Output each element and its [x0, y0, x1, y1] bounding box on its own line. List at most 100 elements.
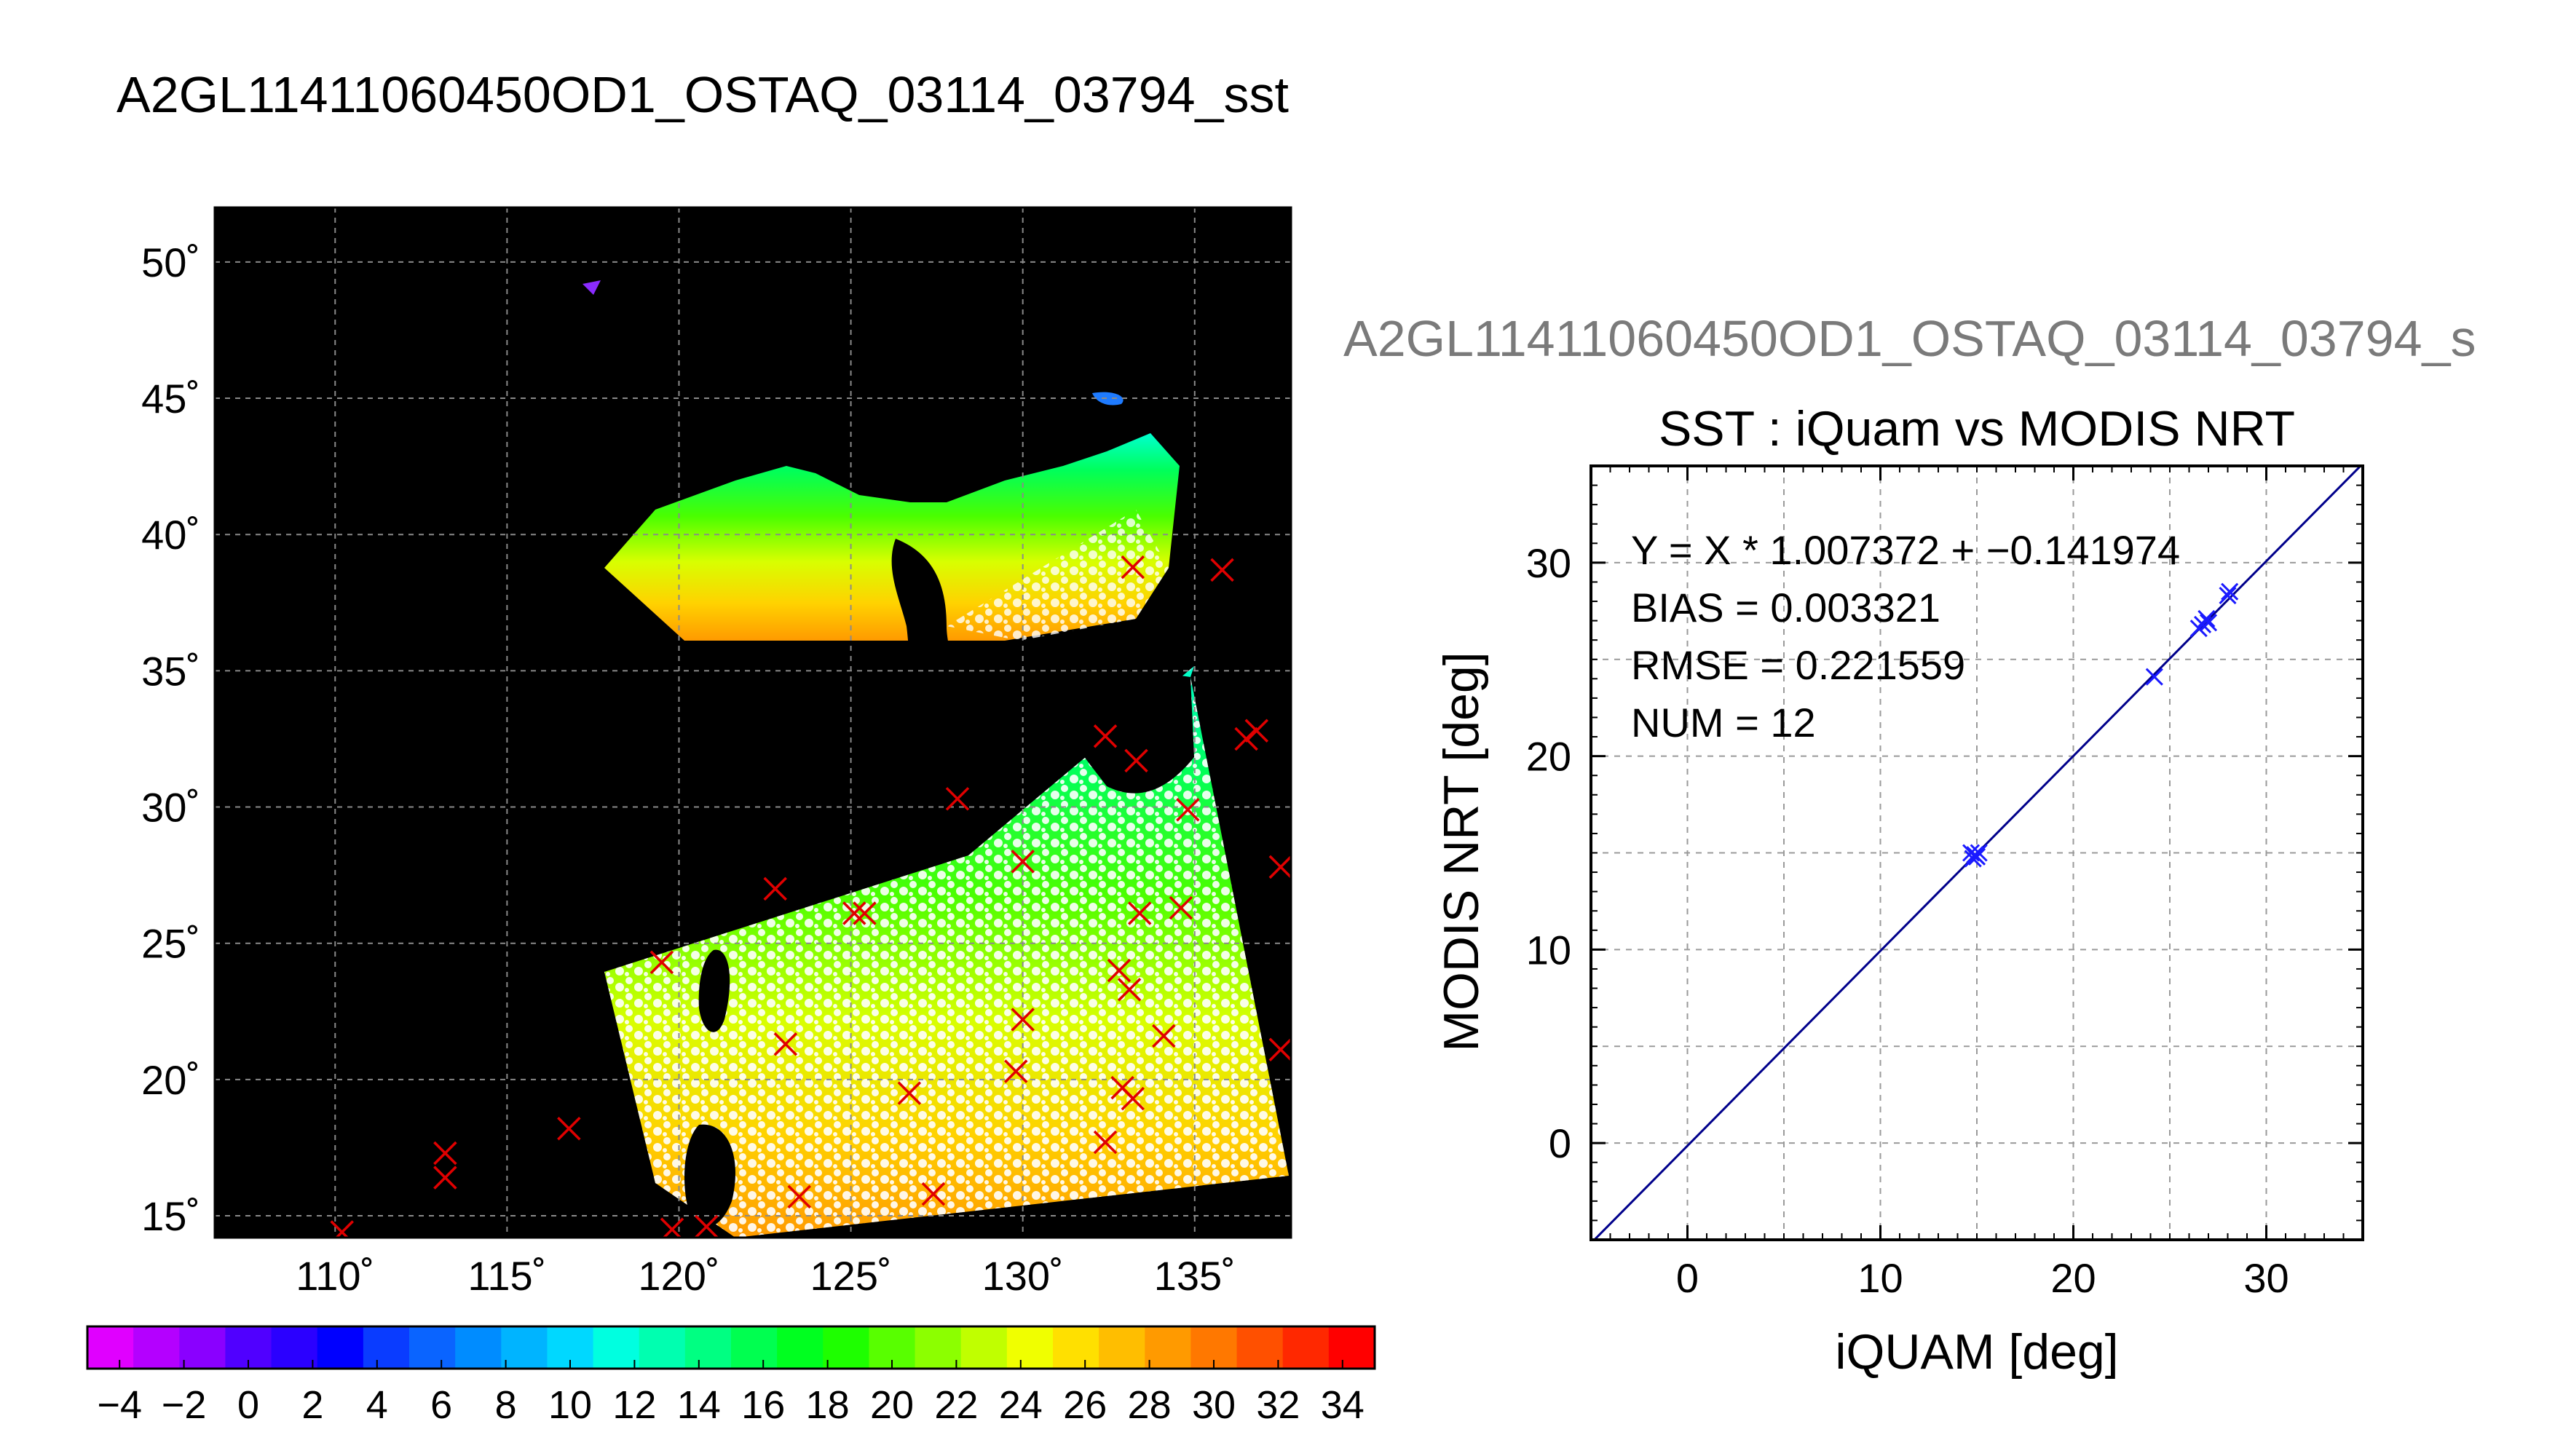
- cloud-mask-north: [947, 510, 1169, 641]
- scatter-point-stroke: [2199, 614, 2218, 632]
- buoy-marker: [695, 1214, 719, 1238]
- scatter-point: [2199, 614, 2218, 632]
- buoy-marker-stroke: [1169, 895, 1193, 920]
- buoy-marker: [763, 877, 787, 901]
- buoy-marker: [433, 1166, 457, 1190]
- buoy-marker: [1210, 558, 1234, 582]
- buoy-marker-stroke: [853, 901, 877, 925]
- scatter-point-stroke: [2197, 609, 2216, 628]
- buoy-marker: [897, 1081, 922, 1105]
- x-axis-label: iQUAM [deg]: [1835, 1324, 2118, 1380]
- buoy-marker-stroke: [1121, 1086, 1145, 1111]
- buoy-marker: [1268, 1037, 1291, 1061]
- buoy-marker: [1124, 748, 1148, 773]
- buoy-marker-stroke: [1093, 1130, 1118, 1155]
- scatter-x-tick-label: 30: [2243, 1255, 2289, 1301]
- colorbar-cell: [1053, 1326, 1100, 1369]
- colorbar-cell: [317, 1326, 364, 1369]
- sst-patch-lake: [583, 280, 601, 295]
- buoy-marker: [557, 1117, 581, 1141]
- colorbar-tick-label: 20: [870, 1383, 914, 1427]
- buoy-marker: [1244, 719, 1269, 743]
- buoy-marker: [1003, 1059, 1028, 1083]
- scatter-axes: 0 10 20 30 0 10 20 30: [1526, 465, 2364, 1301]
- scatter-annotations: Y = X * 1.007372 + −0.141974 BIAS = 0.003…: [1631, 527, 2180, 745]
- scatter-point-stroke: [1962, 844, 1981, 862]
- buoy-marker: [773, 1032, 798, 1056]
- buoy-marker: [1093, 724, 1118, 748]
- map-y-tick-label: 50˚: [141, 240, 200, 285]
- scatter-x-tick-label: 20: [2050, 1255, 2096, 1301]
- buoy-marker-stroke: [921, 1182, 946, 1206]
- land-taiwan: [698, 949, 730, 1032]
- colorbar-cell: [455, 1326, 502, 1369]
- y-axis-label: MODIS NRT [deg]: [1434, 652, 1489, 1051]
- buoy-marker: [330, 1220, 354, 1238]
- scatter-points: [1962, 582, 2239, 868]
- buoy-marker-stroke: [1093, 724, 1118, 748]
- buoy-marker-stroke: [1176, 798, 1200, 822]
- colorbar-tick-label: 34: [1321, 1383, 1365, 1427]
- colorbar-tick-label: 10: [548, 1383, 592, 1427]
- colorbar-cell: [179, 1326, 226, 1369]
- map-y-tick-label: 40˚: [141, 512, 200, 558]
- map-y-tick-label: 45˚: [141, 376, 200, 422]
- buoy-marker-stroke: [1003, 1059, 1028, 1083]
- buoy-marker: [1176, 798, 1200, 822]
- buoy-marker-stroke: [1121, 555, 1145, 579]
- colorbar-cell: [1236, 1326, 1284, 1369]
- map-x-tick-label: 130˚: [982, 1253, 1064, 1299]
- scatter-point: [2145, 668, 2163, 686]
- colorbar-cell: [1328, 1326, 1375, 1369]
- buoy-marker-stroke: [433, 1166, 457, 1190]
- map-x-tick-label: 115˚: [467, 1253, 546, 1299]
- buoy-marker-stroke: [1127, 901, 1152, 925]
- colorbar-cell: [915, 1326, 962, 1369]
- buoy-marker: [1121, 555, 1145, 579]
- scatter-point: [2219, 586, 2237, 605]
- buoy-marker-stroke: [787, 1184, 811, 1209]
- map-x-tick-label: 135˚: [1154, 1253, 1236, 1299]
- buoy-marker: [787, 1184, 811, 1209]
- colorbar-tick-label: 12: [612, 1383, 656, 1427]
- sst-swath: [583, 280, 1289, 1238]
- buoy-marker-stroke: [334, 1220, 354, 1238]
- buoy-marker-stroke: [1210, 558, 1234, 582]
- buoy-marker-stroke: [1117, 978, 1142, 1002]
- scatter-point: [1970, 844, 1988, 862]
- colorbar-labels: −4 −2 0 2 4 6 8 10 12 14 16 18 20 22 24 26 28 30 32 34: [97, 1360, 1365, 1427]
- land-china: [604, 641, 677, 764]
- colorbar-cell: [823, 1326, 870, 1369]
- map-y-axis: 15˚ 20˚ 25˚ 30˚ 35˚ 40˚ 45˚ 50˚: [141, 240, 200, 1239]
- scatter-y-tick-label: 0: [1549, 1120, 1571, 1166]
- colorbar-tick-label: 32: [1256, 1383, 1300, 1427]
- colorbar-cell: [777, 1326, 824, 1369]
- colorbar-cell: [409, 1326, 457, 1369]
- colorbar-cell: [593, 1326, 640, 1369]
- scatter-annotation: BIAS = 0.003321: [1631, 585, 1940, 630]
- land-luzon: [684, 1124, 735, 1227]
- scatter-annotation: RMSE = 0.221559: [1631, 642, 1965, 688]
- scatter-point-stroke: [1967, 847, 1986, 866]
- buoy-marker-stroke: [1011, 850, 1035, 874]
- scatter-point: [1962, 844, 1981, 862]
- scatter-point-stroke: [2219, 586, 2237, 605]
- colorbar-tick-label: 26: [1063, 1383, 1107, 1427]
- colorbar-cell: [133, 1326, 181, 1369]
- land-japan: [1063, 675, 1194, 794]
- scatter-point-stroke: [2145, 668, 2163, 686]
- scatter-annotation: Y = X * 1.007372 + −0.141974: [1631, 527, 2180, 573]
- colorbar-cell: [1145, 1326, 1192, 1369]
- colorbar-cells: [87, 1326, 1375, 1369]
- map-frame: [213, 206, 1292, 1239]
- sst-patch-north: [1092, 392, 1124, 405]
- buoy-markers: [330, 555, 1291, 1238]
- scatter-y-tick-label: 30: [1526, 540, 1571, 586]
- buoy-marker-stroke: [842, 901, 866, 925]
- buoy-marker: [1152, 1024, 1176, 1048]
- buoy-marker-stroke: [773, 1032, 798, 1056]
- scatter-title: SST : iQuam vs MODIS NRT: [1659, 401, 2295, 456]
- buoy-marker: [649, 950, 674, 975]
- map-y-tick-label: 15˚: [141, 1193, 200, 1239]
